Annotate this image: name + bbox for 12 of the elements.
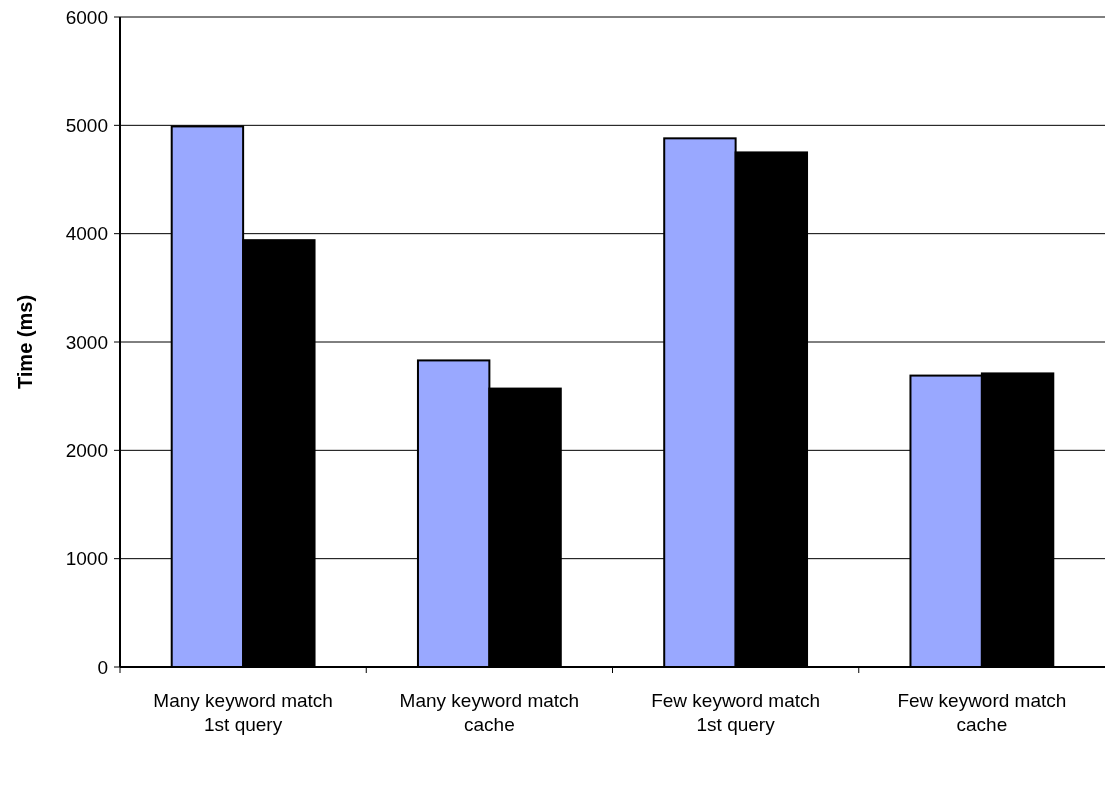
x-tick-label: Many keyword match 1st query [153, 690, 333, 735]
y-tick-label: 5000 [65, 114, 108, 136]
x-tick-label: Few keyword match 1st query [651, 690, 821, 735]
y-tick-label: 6000 [65, 6, 108, 28]
x-tick-label: Few keyword match cache [897, 690, 1067, 735]
y-tick-label: 1000 [65, 548, 108, 570]
y-tick-label: 3000 [65, 331, 108, 353]
y-tick-label: 2000 [65, 439, 108, 461]
y-axis-title: Time (ms) [14, 294, 36, 390]
y-tick-label: 4000 [65, 223, 108, 245]
y-tick-label: 0 [97, 656, 108, 678]
x-tick-label: Many keyword match cache [399, 690, 580, 735]
